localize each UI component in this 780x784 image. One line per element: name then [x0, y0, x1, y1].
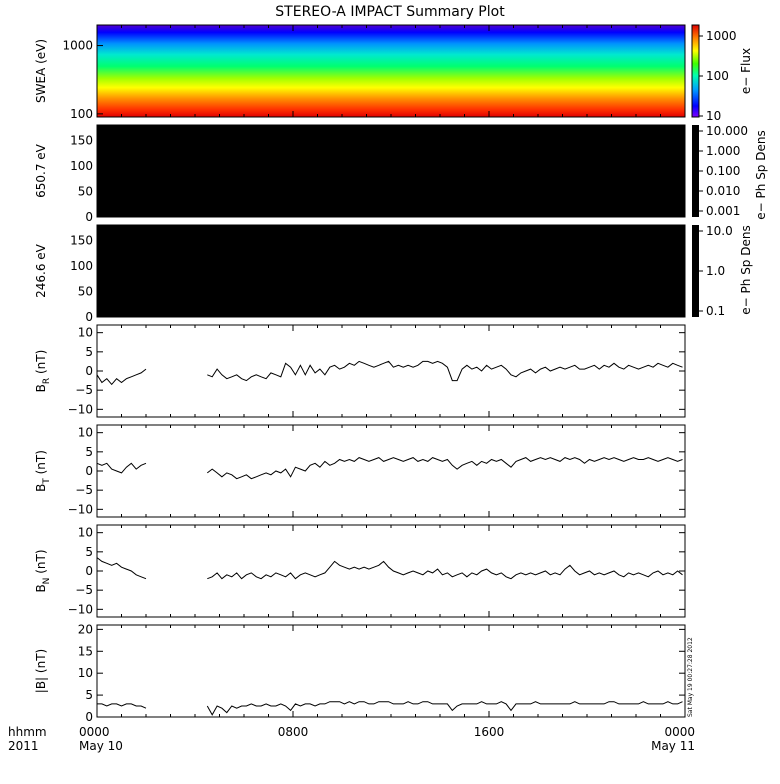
bmag-series-line [97, 703, 147, 709]
y-tick-label: 1000 [62, 39, 93, 53]
pad1-colorbar-ticks: 10.000 1.000 0.100 0.010 0.001 [699, 124, 748, 218]
y-tick-label: −10 [68, 402, 93, 416]
panel-br: 10 5 0 −5 −10 BR (nT) [34, 324, 686, 418]
colorbar-tick-label: 0.010 [706, 184, 740, 198]
colorbar-tick-label: 1.0 [706, 264, 725, 278]
x-tick-date-label: May 10 [79, 739, 123, 753]
y-tick-label: 10 [78, 526, 93, 540]
x-ticks [96, 25, 686, 717]
br-series-line [96, 368, 147, 386]
panel-swea: 1000 100 SWEA (eV) 1000 100 10 e− Flux [34, 24, 753, 123]
panel-pad-246: 150 100 50 0 246.6 eV 10.0 1.0 0.1 e− Ph Sp D… [34, 224, 753, 324]
colorbar-tick-label: 1.000 [706, 144, 740, 158]
y-tick-label: 0 [85, 464, 93, 478]
swea-colorbar-ticks: 1000 100 10 [699, 29, 737, 123]
colorbar-tick-label: 0.100 [706, 164, 740, 178]
panel-pad-650: 150 100 50 0 650.7 eV 10.000 1.000 0.100 0.010… [34, 124, 768, 224]
swea-ylabel: SWEA (eV) [34, 39, 48, 103]
bn-series-line-2 [207, 560, 683, 580]
pad2-yticks: 150 100 50 0 [70, 233, 685, 324]
y-tick-label: 0 [85, 364, 93, 378]
y-tick-label: 100 [70, 259, 93, 273]
y-tick-label: 5 [85, 545, 93, 559]
y-tick-label: 10 [78, 666, 93, 680]
y-tick-label: 100 [70, 107, 93, 121]
timestamp-stamp: Sat May 19 00:27:28 2012 [687, 637, 694, 717]
y-tick-label: 50 [78, 184, 93, 198]
colorbar-tick-label: 10.0 [706, 224, 733, 238]
x-axis-label-hhmm: hhmm [8, 725, 47, 739]
colorbar-tick-label: 0.1 [706, 304, 725, 318]
br-ylabel: BR (nT) [34, 350, 52, 393]
y-tick-label: 15 [78, 644, 93, 658]
x-tick-label: 0800 [278, 725, 309, 739]
bt-yticks: 10 5 0 −5 −10 [68, 426, 685, 516]
pad2-colorbar-ticks: 10.0 1.0 0.1 [699, 224, 733, 318]
y-tick-label: −5 [75, 383, 93, 397]
bt-ylabel: BT (nT) [34, 450, 52, 492]
swea-yticks: 1000 100 [62, 39, 103, 121]
swea-colorbar-label: e− Flux [739, 48, 753, 94]
panel-bmag: 20 15 10 5 0 |B| (nT) Sat May 19 00:27:28 20… [34, 622, 694, 724]
plot-title: STEREO-A IMPACT Summary Plot [275, 4, 505, 20]
bmag-series-line-2 [206, 701, 683, 716]
colorbar-tick-label: 0.001 [706, 204, 740, 218]
bt-series-line-2 [206, 457, 683, 480]
y-tick-label: −5 [75, 583, 93, 597]
panel-bt: 10 5 0 −5 −10 BT (nT) [34, 424, 686, 518]
y-tick-label: 10 [78, 326, 93, 340]
y-tick-label: 5 [85, 445, 93, 459]
bn-ylabel: BN (nT) [34, 549, 52, 592]
y-tick-label: 5 [85, 345, 93, 359]
y-tick-label: 50 [78, 284, 93, 298]
pad2-ylabel: 246.6 eV [34, 243, 48, 298]
x-axis-label-year: 2011 [8, 739, 39, 753]
pad1-yticks: 150 100 50 0 [70, 133, 685, 224]
y-tick-label: 150 [70, 233, 93, 247]
colorbar-tick-label: 10 [706, 109, 721, 123]
x-tick-date-label: May 11 [651, 739, 695, 753]
pad1-colorbar [692, 125, 699, 217]
colorbar-tick-label: 10.000 [706, 124, 748, 138]
bn-series-line [96, 557, 147, 580]
y-tick-label: 0 [85, 564, 93, 578]
y-tick-label: 0 [85, 210, 93, 224]
pad2-colorbar [692, 225, 699, 317]
br-yticks: 10 5 0 −5 −10 [68, 326, 685, 416]
br-series-line-2 [207, 360, 683, 382]
y-tick-label: 100 [70, 159, 93, 173]
swea-colorbar [692, 25, 699, 117]
y-tick-label: 10 [78, 426, 93, 440]
bt-series-line [96, 462, 147, 474]
x-tick-label: 0000 [79, 725, 110, 739]
pad2-colorbar-label: e− Ph Sp Dens [739, 225, 753, 314]
y-tick-label: 150 [70, 133, 93, 147]
y-tick-label: −10 [68, 602, 93, 616]
bn-yticks: 10 5 0 −5 −10 [68, 526, 685, 616]
pad1-colorbar-label: e− Ph Sp Dens [754, 130, 768, 219]
y-tick-label: −5 [75, 483, 93, 497]
colorbar-tick-label: 100 [706, 69, 729, 83]
bmag-ylabel: |B| (nT) [34, 649, 48, 693]
y-tick-label: 20 [78, 622, 93, 636]
panel-bn: 10 5 0 −5 −10 BN (nT) [34, 524, 686, 618]
y-tick-label: 0 [85, 710, 93, 724]
pad1-ylabel: 650.7 eV [34, 143, 48, 198]
x-tick-label: 0000 [664, 725, 695, 739]
pad2-spectrogram [97, 225, 685, 317]
pad1-spectrogram [97, 125, 685, 217]
y-tick-label: 5 [85, 688, 93, 702]
bmag-yticks: 20 15 10 5 0 [78, 622, 685, 724]
swea-spectrogram [97, 25, 685, 117]
colorbar-tick-label: 1000 [706, 29, 737, 43]
y-tick-label: 0 [85, 310, 93, 324]
x-tick-label: 1600 [474, 725, 505, 739]
y-tick-label: −10 [68, 502, 93, 516]
